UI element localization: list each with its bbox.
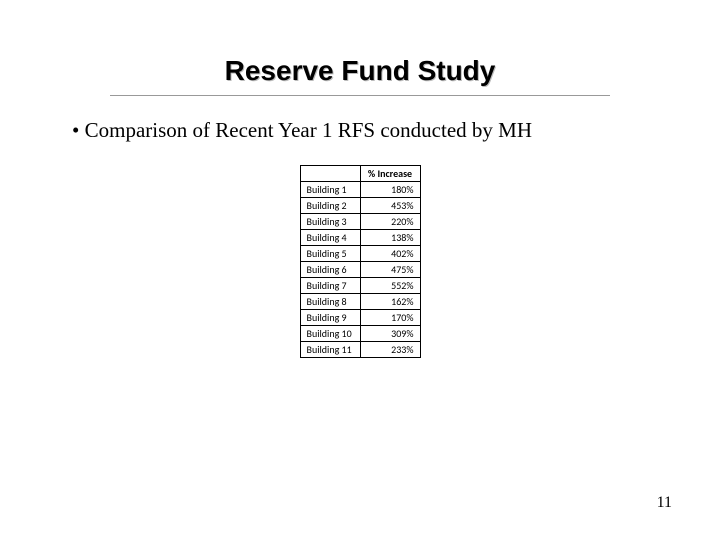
title-underline [110,95,610,96]
row-label: Building 7 [300,278,360,294]
table-row: Building 6 475% [300,262,420,278]
table-row: Building 11 233% [300,342,420,358]
row-label: Building 1 [300,182,360,198]
bullet-point: • Comparison of Recent Year 1 RFS conduc… [72,118,720,143]
row-label: Building 9 [300,310,360,326]
page-number: 11 [657,494,672,512]
table-row: Building 2 453% [300,198,420,214]
row-value: 170% [360,310,420,326]
row-value: 309% [360,326,420,342]
table-row: Building 5 402% [300,246,420,262]
row-value: 552% [360,278,420,294]
table-row: Building 1 180% [300,182,420,198]
row-label: Building 2 [300,198,360,214]
slide-title: Reserve Fund Study [0,0,720,87]
row-label: Building 11 [300,342,360,358]
increase-table: % Increase Building 1 180% Building 2 45… [300,165,421,358]
table-row: Building 9 170% [300,310,420,326]
table-row: Building 8 162% [300,294,420,310]
row-label: Building 10 [300,326,360,342]
row-value: 162% [360,294,420,310]
table-header-row: % Increase [300,166,420,182]
row-label: Building 3 [300,214,360,230]
row-value: 233% [360,342,420,358]
header-empty [300,166,360,182]
header-percent-increase: % Increase [360,166,420,182]
table-row: Building 7 552% [300,278,420,294]
table-row: Building 4 138% [300,230,420,246]
row-value: 220% [360,214,420,230]
row-label: Building 6 [300,262,360,278]
row-value: 402% [360,246,420,262]
row-label: Building 8 [300,294,360,310]
row-value: 138% [360,230,420,246]
row-label: Building 5 [300,246,360,262]
row-label: Building 4 [300,230,360,246]
table-row: Building 3 220% [300,214,420,230]
row-value: 453% [360,198,420,214]
row-value: 180% [360,182,420,198]
row-value: 475% [360,262,420,278]
table-row: Building 10 309% [300,326,420,342]
